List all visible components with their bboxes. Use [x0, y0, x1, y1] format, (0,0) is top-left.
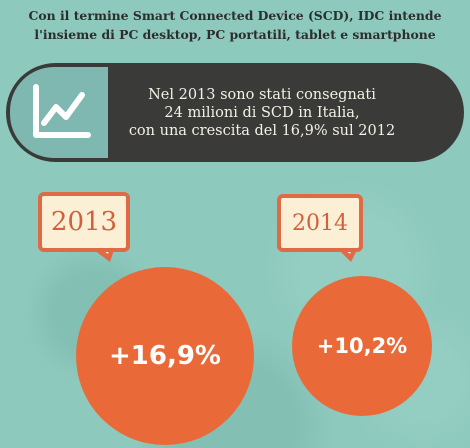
intro-line-1: Con il termine Smart Connected Device (S… — [28, 8, 442, 23]
year-bubble-2014: 2014 — [277, 194, 363, 264]
growth-value-2014: +10,2% — [316, 334, 408, 358]
intro-text: Con il termine Smart Connected Device (S… — [0, 6, 470, 44]
banner-line-1: Nel 2013 sono stati consegnati — [148, 87, 376, 103]
year-bubble-2013: 2013 — [38, 192, 130, 262]
growth-circle-2013: +16,9% — [76, 267, 254, 445]
line-chart-icon — [10, 67, 108, 158]
growth-circle-2014: +10,2% — [292, 276, 432, 416]
year-label-2013: 2013 — [50, 207, 118, 237]
banner-text: Nel 2013 sono stati consegnati 24 milion… — [112, 86, 412, 140]
growth-value-2013: +16,9% — [109, 341, 221, 371]
intro-line-2: l'insieme di PC desktop, PC portatili, t… — [34, 27, 436, 42]
year-label-2014: 2014 — [292, 210, 348, 236]
banner-line-3: con una crescita del 16,9% sul 2012 — [128, 123, 396, 139]
banner-line-2: 24 milioni di SCD in Italia, — [164, 105, 360, 121]
